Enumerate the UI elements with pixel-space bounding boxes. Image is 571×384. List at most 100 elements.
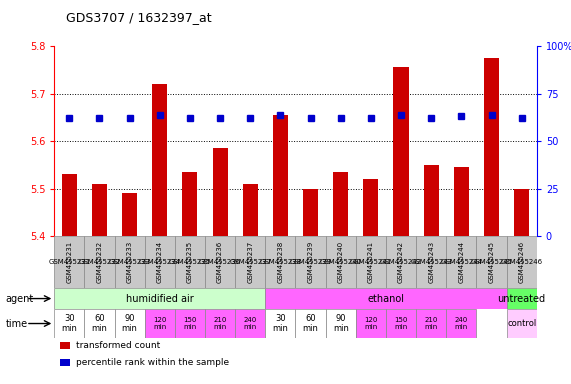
Bar [182,172,198,236]
Bar [175,309,205,338]
Bar [386,236,416,288]
Text: time: time [6,318,28,329]
Bar [243,184,258,236]
Text: GSM455233: GSM455233 [127,241,132,283]
Bar [62,174,77,236]
Bar [266,288,506,309]
Text: GSM455245: GSM455245 [489,241,494,283]
Bar [386,309,416,338]
Text: untreated: untreated [497,293,546,304]
Bar [325,309,356,338]
Text: GSM455238: GSM455238 [278,241,283,283]
Bar [54,288,266,309]
Text: 30
min: 30 min [62,314,77,333]
Text: GSM455233: GSM455233 [108,259,151,265]
Bar [303,189,318,236]
Bar [235,309,266,338]
Text: 150
min: 150 min [183,317,196,330]
Text: GSM455237: GSM455237 [229,259,271,265]
Bar [476,236,506,288]
Text: 150
min: 150 min [395,317,408,330]
Text: GSM455232: GSM455232 [78,259,120,265]
Bar [416,236,447,288]
Text: GSM455238: GSM455238 [259,259,301,265]
Bar [54,309,85,338]
Bar [356,236,386,288]
Bar [85,236,115,288]
Bar [266,309,296,338]
Text: GSM455236: GSM455236 [217,241,223,283]
Bar [506,288,537,309]
Text: 90
min: 90 min [122,314,138,333]
Bar [325,236,356,288]
Text: 210
min: 210 min [214,317,227,330]
Bar [454,167,469,236]
Text: GDS3707 / 1632397_at: GDS3707 / 1632397_at [66,12,211,25]
Text: percentile rank within the sample: percentile rank within the sample [76,358,229,367]
Bar [447,309,476,338]
Text: 60
min: 60 min [303,314,319,333]
Text: agent: agent [6,293,34,304]
Text: 60
min: 60 min [91,314,107,333]
Text: 90
min: 90 min [333,314,349,333]
Text: GSM455246: GSM455246 [501,259,542,265]
Bar [393,68,409,236]
Bar [212,148,228,236]
Bar [144,309,175,338]
Text: 240
min: 240 min [244,317,257,330]
Bar [514,189,529,236]
Text: ethanol: ethanol [368,293,404,304]
Bar [152,84,167,236]
Bar [85,309,115,338]
Text: GSM455243: GSM455243 [410,259,452,265]
Bar [484,58,499,236]
Text: GSM455245: GSM455245 [471,259,513,265]
Text: GSM455231: GSM455231 [48,259,90,265]
Text: GSM455246: GSM455246 [518,241,525,283]
Bar [205,236,235,288]
Bar [115,236,144,288]
Bar [235,236,266,288]
Text: transformed count: transformed count [76,341,160,350]
Bar [506,309,537,338]
Bar [92,184,107,236]
Bar [205,309,235,338]
Text: GSM455242: GSM455242 [398,241,404,283]
Bar [416,309,447,338]
Bar [266,236,296,288]
Bar [447,236,476,288]
Text: GSM455232: GSM455232 [96,241,102,283]
Text: GSM455236: GSM455236 [199,259,241,265]
Text: control: control [507,319,536,328]
Bar [175,236,205,288]
Bar [296,309,325,338]
Bar [144,236,175,288]
Text: GSM455244: GSM455244 [440,259,482,265]
Text: 240
min: 240 min [455,317,468,330]
Text: GSM455243: GSM455243 [428,241,434,283]
Text: GSM455239: GSM455239 [308,241,313,283]
Bar [356,309,386,338]
Bar [115,309,144,338]
Text: GSM455244: GSM455244 [459,241,464,283]
Text: GSM455239: GSM455239 [289,259,332,265]
Bar [273,115,288,236]
Text: 210
min: 210 min [424,317,438,330]
Text: GSM455235: GSM455235 [169,259,211,265]
Text: humidified air: humidified air [126,293,194,304]
Text: GSM455234: GSM455234 [139,259,181,265]
Text: GSM455234: GSM455234 [157,241,163,283]
Bar [54,236,85,288]
Bar [296,236,325,288]
Text: 120
min: 120 min [364,317,377,330]
Text: GSM455241: GSM455241 [350,259,392,265]
Text: GSM455237: GSM455237 [247,241,254,283]
Bar [506,236,537,288]
Bar [424,165,439,236]
Text: GSM455231: GSM455231 [66,241,73,283]
Text: GSM455240: GSM455240 [320,259,362,265]
Text: GSM455240: GSM455240 [337,241,344,283]
Bar [333,172,348,236]
Bar [122,194,137,236]
Text: 30
min: 30 min [272,314,288,333]
